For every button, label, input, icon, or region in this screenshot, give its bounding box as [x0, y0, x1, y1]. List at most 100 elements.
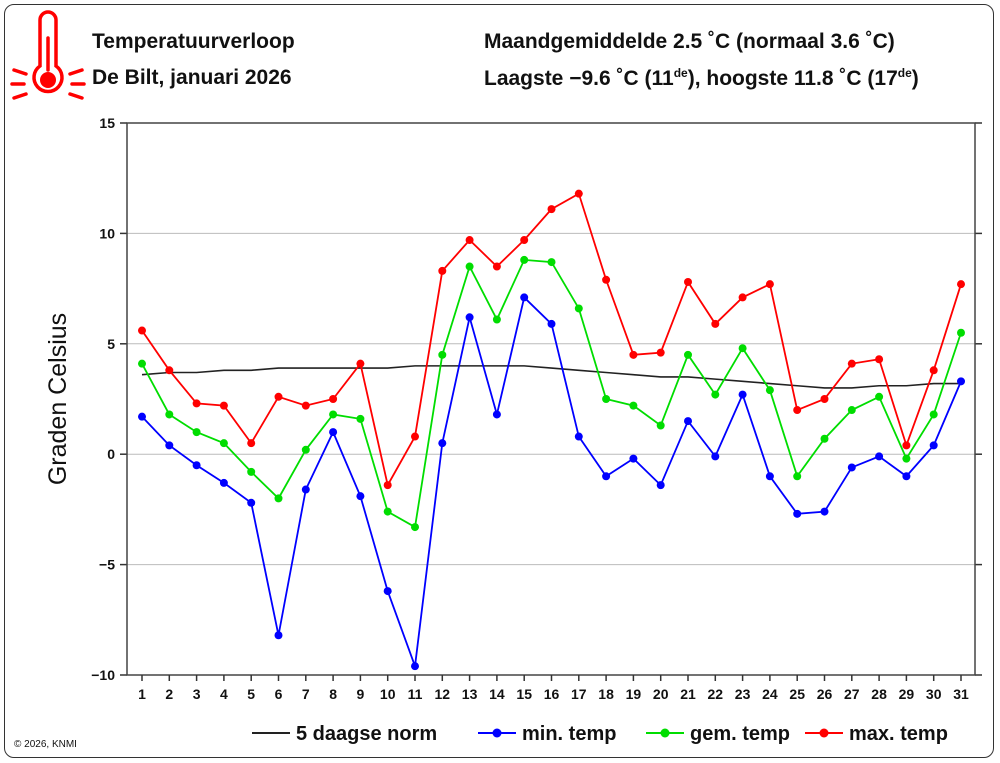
data-point [438, 439, 447, 448]
data-point [738, 344, 747, 353]
data-point [547, 319, 556, 328]
legend-label: 5 daagse norm [296, 723, 437, 745]
x-tick-label: 14 [489, 686, 505, 702]
data-point [383, 507, 392, 516]
data-point [574, 304, 583, 313]
data-point [793, 472, 802, 481]
extremes-text: ), hoogste 11.8 ˚C (17 [687, 67, 898, 90]
data-point [138, 326, 146, 335]
x-tick-label: 31 [953, 686, 969, 702]
data-point [847, 406, 856, 415]
x-tick-label: 17 [571, 686, 587, 702]
legend-marker [660, 728, 670, 738]
data-point [465, 236, 474, 245]
data-point [356, 492, 365, 501]
data-point [247, 467, 256, 476]
data-point [656, 481, 665, 490]
data-point [929, 366, 938, 375]
data-point [165, 441, 174, 450]
data-point [492, 262, 501, 271]
data-point [192, 399, 201, 408]
x-tick-label: 8 [329, 686, 337, 702]
data-point [247, 439, 256, 448]
data-point [711, 319, 720, 328]
data-point [329, 410, 338, 419]
data-point [957, 328, 965, 337]
data-point [547, 205, 556, 214]
data-point [765, 386, 774, 395]
chart-frame [4, 4, 994, 758]
x-tick-label: 21 [680, 686, 696, 702]
data-point [902, 441, 911, 450]
data-point [602, 275, 611, 284]
data-point [356, 414, 365, 423]
data-point [765, 472, 774, 481]
data-point [793, 509, 802, 518]
x-tick-label: 2 [165, 686, 173, 702]
data-point [492, 410, 501, 419]
x-tick-label: 30 [926, 686, 942, 702]
data-point [165, 366, 174, 375]
data-point [711, 390, 720, 399]
series-line-min-temp [141, 295, 962, 667]
x-tick-label: 27 [844, 686, 860, 702]
x-tick-label: 9 [357, 686, 365, 702]
data-point [847, 463, 856, 472]
y-tick-label: −5 [99, 557, 115, 573]
data-point [820, 507, 829, 516]
data-point [411, 523, 419, 532]
data-point [301, 445, 310, 454]
data-point [820, 434, 829, 443]
data-point [875, 392, 884, 401]
data-point [138, 359, 146, 368]
data-point [329, 428, 338, 437]
data-point [684, 350, 692, 359]
x-tick-label: 26 [817, 686, 833, 702]
data-point [875, 452, 884, 461]
data-point [656, 348, 665, 357]
legend-label: max. temp [849, 723, 948, 745]
x-tick-label: 6 [275, 686, 283, 702]
data-point [274, 392, 283, 401]
y-tick-label: 5 [107, 336, 115, 352]
data-point [383, 587, 392, 596]
data-point [574, 432, 583, 441]
x-tick-label: 23 [735, 686, 751, 702]
data-point [574, 189, 583, 198]
x-tick-label: 11 [408, 686, 423, 702]
thermometer-icon [10, 10, 86, 100]
x-tick-label: 29 [899, 686, 915, 702]
data-point [656, 421, 665, 430]
y-tick-label: −10 [91, 667, 115, 683]
data-point [411, 432, 419, 441]
data-point [383, 481, 392, 490]
data-point [301, 485, 310, 494]
extremes-sup: de [673, 66, 688, 80]
data-point [520, 293, 529, 302]
data-point [629, 350, 638, 359]
x-tick-label: 20 [653, 686, 669, 702]
x-tick-label: 16 [544, 686, 560, 702]
data-point [547, 258, 556, 267]
legend-marker [492, 728, 502, 738]
x-tick-label: 10 [380, 686, 396, 702]
x-tick-label: 22 [708, 686, 724, 702]
data-point [793, 406, 802, 415]
x-tick-label: 3 [193, 686, 201, 702]
series-line-max-temp [141, 192, 962, 488]
copyright: © 2026, KNMI [14, 739, 77, 750]
data-point [629, 454, 638, 463]
data-point [684, 417, 692, 426]
data-point [902, 454, 911, 463]
monthly-average: Maandgemiddelde 2.5 ˚C (normaal 3.6 ˚C) [484, 30, 895, 53]
extremes-text: ) [911, 67, 919, 90]
x-tick-label: 18 [598, 686, 614, 702]
x-tick-label: 24 [762, 686, 778, 702]
x-tick-label: 15 [516, 686, 532, 702]
legend-label: min. temp [522, 723, 616, 745]
data-point [301, 401, 310, 410]
data-point [520, 255, 529, 264]
y-tick-label: 0 [107, 446, 115, 462]
